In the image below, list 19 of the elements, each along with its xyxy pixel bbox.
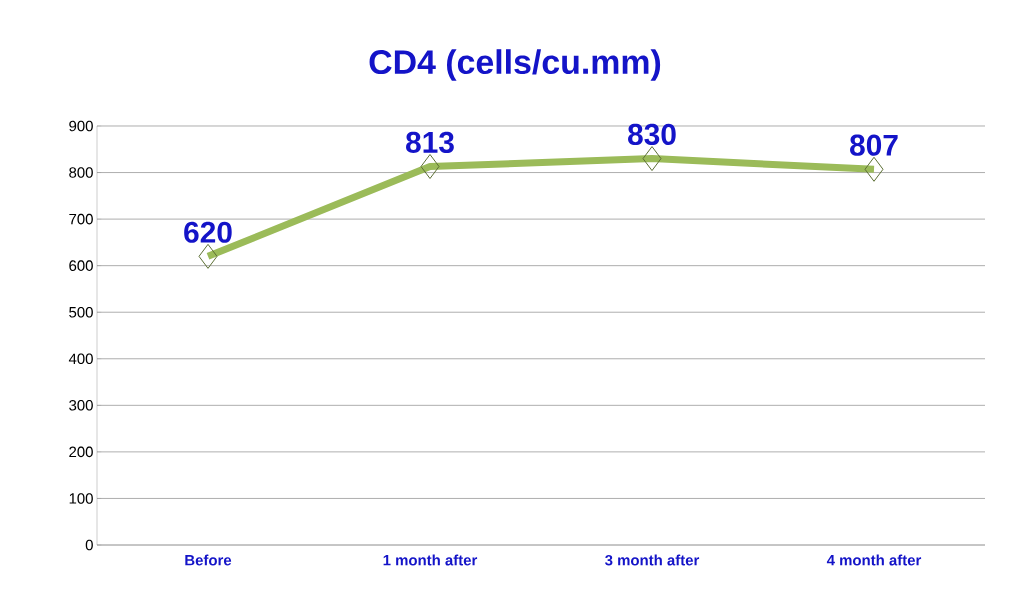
y-tick-label: 500	[69, 306, 93, 318]
y-tick-label: 100	[69, 493, 93, 504]
y-tick-label: 400	[68, 353, 93, 365]
data-label: 620	[184, 221, 232, 243]
x-tick-label: 4 month after	[826, 554, 922, 566]
x-tick-label: 1 month after	[383, 554, 478, 566]
data-label: 813	[406, 131, 454, 153]
y-tick-label: 900	[69, 120, 93, 132]
y-tick-label: 600	[69, 260, 93, 271]
y-tick-label: 700	[69, 213, 93, 225]
y-tick-label: 300	[69, 400, 93, 411]
x-tick-label: 3 month after	[605, 554, 700, 566]
chart-title: CD4 (cells/cu.mm)	[369, 49, 661, 81]
y-tick-label: 200	[69, 446, 93, 458]
y-tick-label: 0	[85, 539, 93, 551]
x-tick-label: Before	[185, 554, 232, 566]
y-tick-label: 800	[69, 167, 93, 178]
data-label: 807	[850, 134, 898, 156]
data-label: 830	[628, 123, 676, 146]
